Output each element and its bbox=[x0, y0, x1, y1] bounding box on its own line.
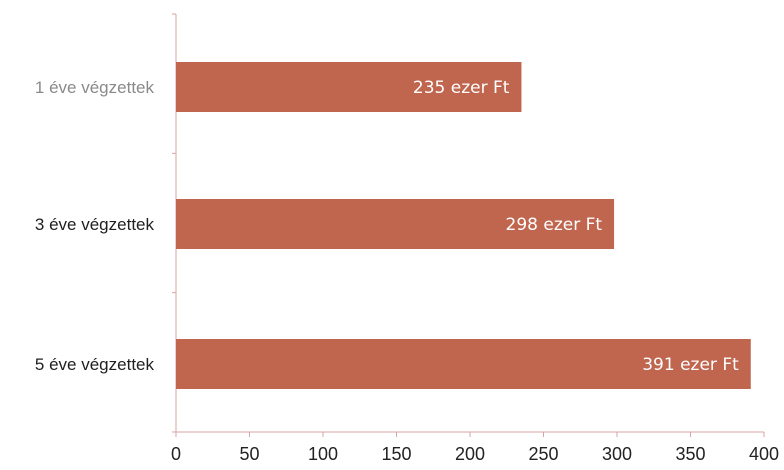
bar-data-label: 298 ezer Ft bbox=[506, 215, 603, 235]
category-label: 5 éve végzettek bbox=[35, 355, 155, 374]
x-tick-label: 350 bbox=[675, 444, 705, 464]
bar bbox=[176, 199, 615, 249]
x-tick-label: 0 bbox=[171, 444, 181, 464]
category-labels: 1 éve végzettek 3 éve végzettek 5 éve végz… bbox=[35, 78, 155, 374]
x-tick-label: 400 bbox=[749, 444, 779, 464]
bar-data-label: 391 ezer Ft bbox=[642, 355, 739, 375]
category-label: 3 éve végzettek bbox=[35, 215, 155, 234]
bar-data-labels: 235 ezer Ft 298 ezer Ft 391 ezer Ft bbox=[413, 78, 739, 375]
x-tick-label: 200 bbox=[455, 444, 485, 464]
x-tick-label: 50 bbox=[239, 444, 259, 464]
x-tick-label: 300 bbox=[602, 444, 632, 464]
x-tick-label: 150 bbox=[381, 444, 411, 464]
x-tick-label: 250 bbox=[528, 444, 558, 464]
chart-bars bbox=[176, 62, 751, 389]
bar-data-label: 235 ezer Ft bbox=[413, 78, 510, 98]
bar bbox=[176, 62, 522, 112]
bar bbox=[176, 339, 751, 389]
x-tick-labels: 0 50 100 150 200 250 300 350 400 bbox=[171, 444, 779, 464]
x-tick-label: 100 bbox=[308, 444, 338, 464]
category-label: 1 éve végzettek bbox=[35, 78, 155, 97]
